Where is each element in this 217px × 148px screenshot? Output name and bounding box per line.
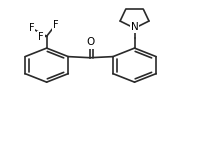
Text: N: N: [131, 22, 138, 32]
Text: N: N: [131, 22, 138, 32]
Text: F: F: [53, 20, 58, 30]
Text: O: O: [86, 37, 94, 48]
Text: F: F: [38, 32, 44, 42]
Text: F: F: [29, 23, 34, 33]
